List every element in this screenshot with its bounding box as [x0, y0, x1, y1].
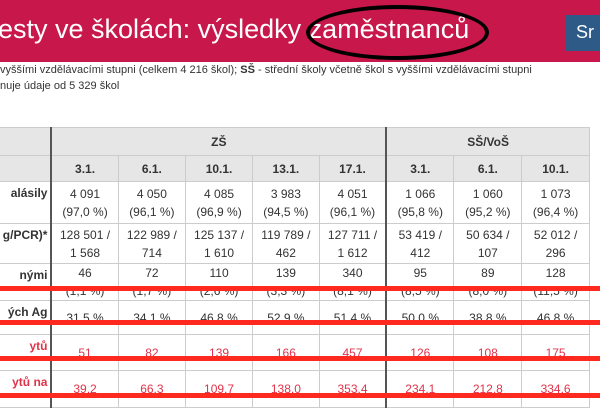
table-cell: 126	[385, 334, 455, 371]
subtitle-text: vyššími vzdělávacími stupni (celkem 4 21…	[0, 64, 241, 76]
subtitle-line-2: nuje údaje od 5 329 škol	[0, 80, 120, 92]
subtitle-bold: SŠ	[240, 64, 255, 76]
nav-button[interactable]: Sr	[566, 15, 600, 51]
table-cell: 128 (11,5 %)	[521, 263, 590, 301]
table-cell: 4 051 (96,1 %)	[318, 181, 387, 224]
table-cell: 175	[521, 334, 590, 371]
table-cell: 334,6	[521, 370, 590, 408]
red-underline	[0, 286, 600, 291]
table-cell: 39,2	[50, 370, 119, 408]
table-cell: 234,1	[385, 370, 455, 408]
table-cell: 46,8 %	[521, 300, 590, 335]
table-cell: 46,8 %	[185, 300, 253, 335]
table-cell: 108	[453, 334, 523, 371]
table-cell: 125 137 / 1 610	[185, 223, 253, 264]
date-header: 3.1.	[385, 155, 455, 182]
table-cell: 109,7	[185, 370, 253, 408]
table-cell: 51	[50, 334, 119, 371]
table-cell: 128 501 / 1 568	[50, 223, 119, 264]
group-header: ZŠ	[50, 127, 387, 156]
table-cell: 52 012 / 296	[521, 223, 590, 264]
date-header: 6.1.	[453, 155, 523, 182]
table-cell: 3 983 (94,5 %)	[251, 181, 320, 224]
table-cell: 66,3	[117, 370, 187, 408]
table-cell: 89 (8,0 %)	[453, 263, 523, 301]
date-header: 10.1.	[521, 155, 590, 182]
table-cell: 166	[251, 334, 320, 371]
table-cell: 1 060 (95,2 %)	[453, 181, 523, 224]
table-cell: 52,9 %	[251, 300, 320, 335]
red-underline	[0, 320, 600, 325]
date-header: 6.1.	[117, 155, 187, 182]
table-cell: 4 050 (96,1 %)	[117, 181, 187, 224]
row-label: alásily	[0, 181, 53, 224]
table-cell: 1 073 (96,4 %)	[521, 181, 590, 224]
table-cell: 119 789 / 462	[251, 223, 320, 264]
results-table: ZŠ SŠ/VoŠ 3.1. 6.1. 10.1. 13.1. 17.1. 3.1. 6.1. 1…	[0, 127, 591, 408]
table-row: ytů na 39,2 66,3 109,7 138,0 353,4 234,1 212,8 3…	[0, 370, 590, 408]
table-cell: 53 419 / 412	[385, 223, 455, 264]
table-cell: 31,5 %	[50, 300, 119, 335]
group-header: SŠ/VoŠ	[385, 127, 591, 156]
row-label: g/PCR)*	[0, 223, 53, 264]
table-cell: 4 091 (97,0 %)	[50, 181, 119, 224]
table-cell: 122 989 / 714	[117, 223, 187, 264]
table-row: alásily 4 091 (97,0 %) 4 050 (96,1 %) 4 085…	[0, 181, 590, 224]
subtitle-text: - střední školy včetně škol s vyššími vz…	[254, 64, 532, 76]
table-cell: 340 (8,1 %)	[318, 263, 387, 301]
corner-cell	[0, 155, 53, 182]
date-header: 13.1.	[251, 155, 320, 182]
table-cell: 95 (8,5 %)	[385, 263, 455, 301]
table-cell: 353,4	[318, 370, 387, 408]
red-underline	[0, 356, 600, 361]
table-cell: 1 066 (95,8 %)	[385, 181, 455, 224]
row-label: ých Ag	[0, 300, 53, 335]
table-cell: 46 (1,1 %)	[50, 263, 119, 301]
table-cell: 4 085 (96,9 %)	[185, 181, 253, 224]
table-cell: 110 (2,6 %)	[185, 263, 253, 301]
table-cell: 50,0 %	[385, 300, 455, 335]
table-cell: 38,8 %	[453, 300, 523, 335]
table-cell: 212,8	[453, 370, 523, 408]
table-row: nými 46 (1,1 %) 72 (1,7 %) 110 (2,6 %) 139 (…	[0, 263, 590, 301]
row-label: ytů na	[0, 370, 53, 408]
table-cell: 138,0	[251, 370, 320, 408]
date-header: 3.1.	[50, 155, 119, 182]
row-label: ytů	[0, 334, 53, 371]
table-cell: 457	[318, 334, 387, 371]
table-cell: 82	[117, 334, 187, 371]
table-cell: 50 634 / 107	[453, 223, 523, 264]
table-cell: 139 (3,3 %)	[251, 263, 320, 301]
table-cell: 34,1 %	[117, 300, 187, 335]
table-cell: 127 711 / 1 612	[318, 223, 387, 264]
table-cell: 51,4 %	[318, 300, 387, 335]
table-cell: 139	[185, 334, 253, 371]
row-label: nými	[0, 263, 53, 301]
table-cell: 72 (1,7 %)	[117, 263, 187, 301]
subtitle-line-1: vyššími vzdělávacími stupni (celkem 4 21…	[0, 64, 532, 76]
corner-cell	[0, 127, 53, 156]
red-underline	[0, 393, 600, 398]
table-row: g/PCR)* 128 501 / 1 568 122 989 / 714 125 1…	[0, 223, 590, 264]
table-row: ytů 51 82 139 166 457 126 108 175	[0, 334, 590, 371]
date-header: 17.1.	[318, 155, 387, 182]
highlight-ellipse	[306, 5, 489, 60]
title-bar: esty ve školách: výsledky zaměstnanců Sr	[0, 0, 600, 62]
date-header: 10.1.	[185, 155, 253, 182]
table-row: ých Ag 31,5 % 34,1 % 46,8 % 52,9 % 51,4 % 50,0…	[0, 300, 590, 335]
